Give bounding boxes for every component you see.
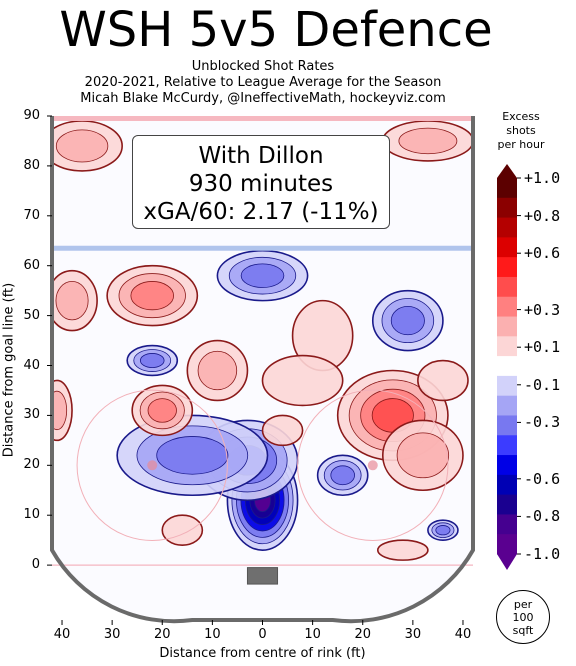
rink-surface [52, 116, 473, 622]
x-tick-label: 10 [304, 627, 321, 642]
y-tick-label: 10 [23, 507, 40, 523]
colorbar-tick-label: -1.0 [524, 545, 561, 563]
y-tick-label: 90 [23, 108, 40, 123]
colorbar-segment [497, 435, 517, 456]
colorbar-tick-label: -0.3 [524, 413, 561, 432]
heatmap-region [147, 398, 177, 423]
colorbar-tick-label: +0.8 [524, 206, 561, 225]
x-tick-label: 30 [404, 627, 422, 642]
y-tick-label: 50 [23, 307, 40, 323]
y-tick-label: 60 [23, 257, 40, 273]
y-tick-label: 70 [23, 207, 40, 223]
colorbar-title-line: Excess [502, 110, 540, 123]
heatmap-region [261, 414, 304, 447]
heatmap-region [261, 354, 344, 407]
colorbar-segment [497, 296, 517, 318]
colorbar-segment [497, 178, 517, 199]
x-tick-label: 0 [258, 627, 267, 642]
heatmap-region [376, 539, 429, 561]
y-tick-label: 20 [23, 457, 40, 473]
heatmap-region [139, 353, 165, 369]
heatmap-region [55, 129, 109, 163]
faceoff-circle-left [76, 389, 228, 541]
faceoff-dot-right [367, 460, 378, 471]
end-boards-line [52, 116, 473, 121]
colorbar-segment [497, 455, 517, 476]
colorbar-segment [497, 415, 517, 436]
heatmap-region [398, 127, 458, 155]
colorbar-tick-label: +0.1 [524, 338, 561, 357]
info-box: With Dillon 930 minutes xGA/60: 2.17 (-1… [132, 135, 390, 229]
colorbar-segment [497, 534, 517, 555]
x-tick-label: 10 [204, 627, 221, 642]
colorbar-segment [497, 257, 517, 278]
y-tick-label: 80 [23, 157, 40, 173]
units-badge: per 100 sqft [496, 590, 550, 644]
colorbar-tick-label: +1.0 [524, 169, 561, 187]
colorbar-tick-label: +0.3 [524, 300, 561, 319]
heatmap-region [55, 280, 89, 321]
colorbar-segment [497, 276, 517, 298]
badge-line: per [513, 598, 533, 611]
x-axis-label: Distance from centre of rink (ft) [159, 646, 366, 661]
colorbar-segment [497, 494, 517, 515]
info-xga: xGA/60: 2.17 (-11%) [143, 199, 379, 225]
info-minutes: 930 minutes [188, 171, 334, 197]
x-tick-label: 20 [153, 627, 171, 642]
colorbar-tick-label: -0.8 [524, 507, 561, 526]
colorbar-segment [497, 395, 517, 416]
heatmap-region [156, 436, 229, 475]
y-axis-label: Distance from goal line (ft) [1, 282, 17, 458]
y-tick-label: 40 [23, 357, 40, 373]
heatmap-region [197, 350, 238, 391]
heatmap-region [435, 525, 451, 536]
colorbar-segment [497, 474, 517, 496]
colorbar-title-line: shots [506, 124, 536, 137]
heatmap-layer [52, 120, 473, 561]
colorbar-bottom-arrow [497, 554, 517, 570]
blue-line [52, 245, 473, 251]
badge-line: 100 [512, 611, 534, 624]
heatmap-region [330, 465, 355, 486]
colorbar-segment [497, 197, 517, 219]
x-tick-label: 40 [53, 627, 71, 642]
heatmap-region [417, 359, 469, 402]
colorbar-segment [497, 336, 517, 357]
colorbar-segment [497, 237, 517, 258]
colorbar-segment [497, 356, 517, 377]
chart-title: WSH 5v5 Defence [59, 2, 493, 58]
subtitle-line-3: Micah Blake McCurdy, @IneffectiveMath, h… [80, 91, 446, 106]
info-player: With Dillon [198, 143, 324, 169]
colorbar-segment [497, 316, 517, 337]
colorbar-tick-label: +0.6 [524, 244, 561, 263]
x-tick-label: 20 [354, 627, 371, 642]
faceoff-circle-right [297, 389, 449, 541]
colorbar-title-line: per hour [497, 138, 545, 151]
goal-net [246, 567, 279, 585]
x-tick-label: 40 [454, 627, 472, 642]
colorbar-segment [497, 217, 517, 238]
x-tick-label: 30 [103, 627, 121, 642]
faceoff-dot-left [147, 460, 158, 471]
badge-line: sqft [512, 624, 534, 637]
heatmap-region [240, 263, 285, 288]
colorbar-tick-label: -0.1 [524, 375, 561, 394]
subtitle-line-1: Unblocked Shot Rates [191, 59, 335, 74]
heatmap-region [130, 281, 175, 311]
colorbar-title: Excess shots per hour [488, 110, 554, 152]
heatmap-region [396, 432, 450, 479]
colorbar-tick-label: -0.6 [524, 469, 561, 488]
subtitle-line-2: 2020-2021, Relative to League Average fo… [84, 75, 442, 90]
colorbar-top-arrow [497, 164, 517, 178]
heatmap-region [161, 514, 204, 546]
colorbar-segment [497, 375, 517, 397]
y-tick-label: 30 [23, 407, 40, 423]
colorbar-segment [497, 514, 517, 535]
heatmap-region [390, 306, 425, 336]
y-tick-label: 0 [31, 557, 40, 573]
